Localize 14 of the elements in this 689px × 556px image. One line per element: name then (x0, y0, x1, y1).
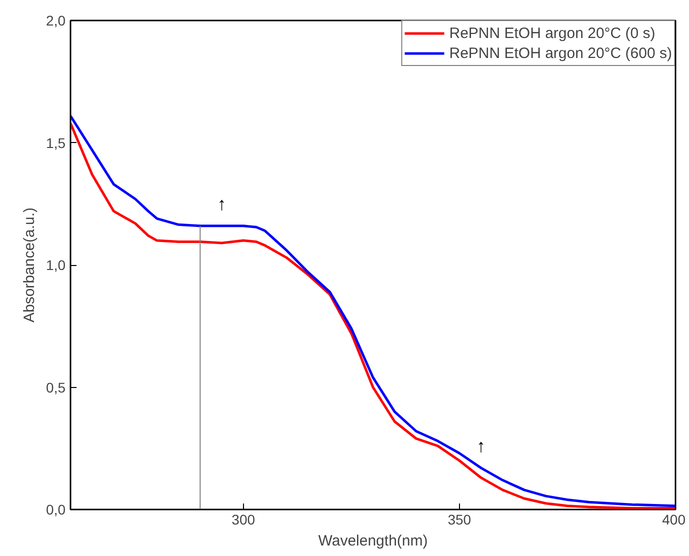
annotation: ↑ (217, 194, 226, 214)
y-axis-title: Absorbance(a.u.) (21, 207, 38, 323)
y-tick-label: 1,5 (46, 134, 66, 151)
x-axis-title: Wavelength(nm) (318, 532, 428, 550)
y-tick-label: 1,0 (46, 257, 66, 273)
y-tick-label: 2,0 (46, 12, 66, 28)
annotation: ↑ (476, 436, 486, 456)
y-tick-label: 0,5 (46, 379, 66, 396)
legend-label: RePNN EtOH argon 20°C (600 s) (449, 44, 672, 62)
legend-label: RePNN EtOH argon 20°C (0 s) (449, 24, 656, 42)
y-tick-label: 0,0 (46, 502, 66, 518)
x-tick-label: 350 (448, 512, 472, 528)
x-tick-label: 400 (662, 512, 686, 528)
x-tick-label: 300 (232, 512, 256, 528)
